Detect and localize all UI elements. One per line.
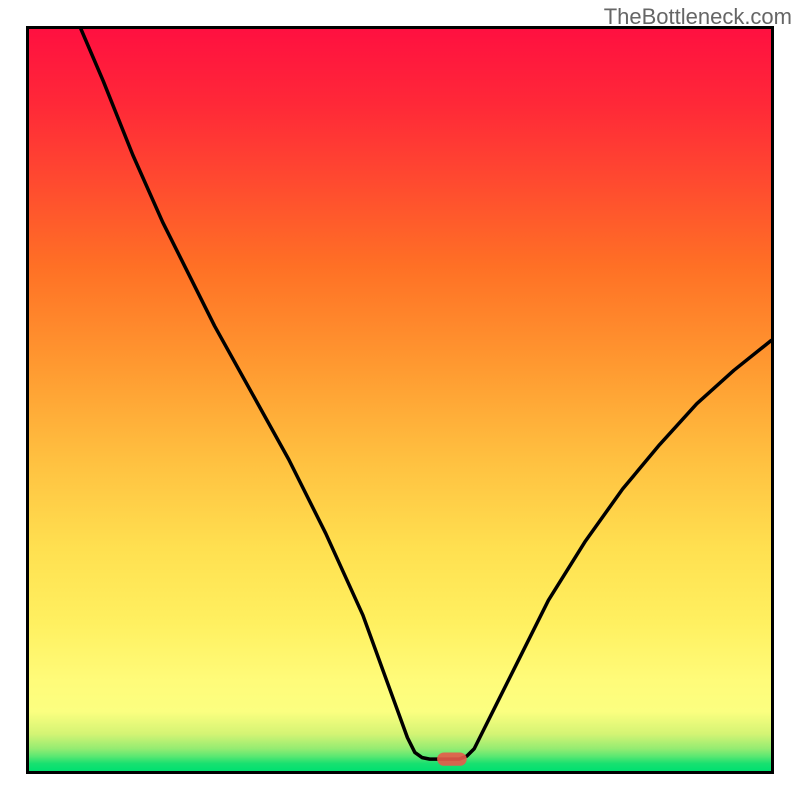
attribution-label: TheBottleneck.com [604, 4, 792, 30]
chart-frame: TheBottleneck.com [0, 0, 800, 800]
chart-svg [29, 29, 771, 771]
minimum-marker [437, 752, 467, 765]
gradient-background [29, 29, 771, 771]
plot-area [29, 29, 771, 771]
